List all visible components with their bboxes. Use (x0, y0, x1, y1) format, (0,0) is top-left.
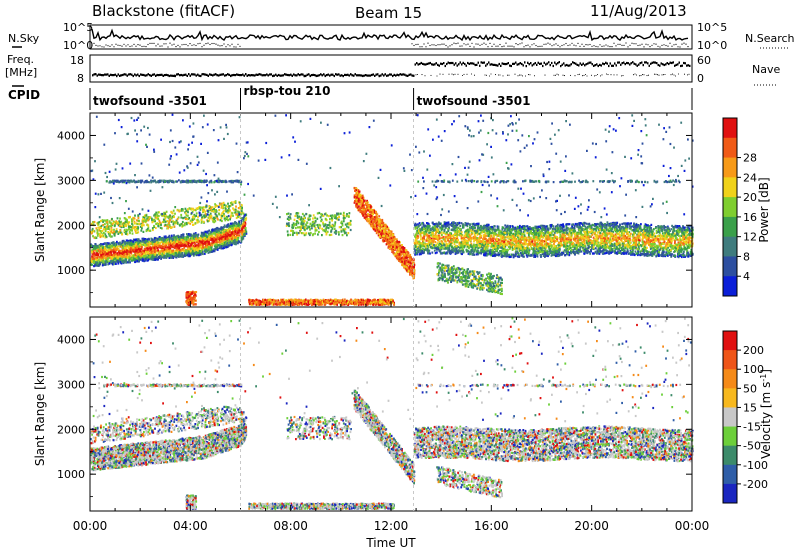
noise-sky-trace (92, 29, 688, 40)
y-tick-label: 3000 (57, 378, 85, 391)
y-tick-label: 1000 (57, 264, 85, 277)
colorbar-swatch (723, 388, 737, 408)
cpid-row: twofsound -3501 rbsp-tou 210 twofsound -35… (90, 84, 692, 110)
colorbar-tick-label: 15 (743, 401, 757, 414)
freq-label-line1: Freq. (7, 53, 34, 66)
colorbar-swatch (723, 350, 737, 370)
x-tick-label: 00:00 (675, 519, 710, 533)
colorbar-tick-label: 50 (743, 382, 757, 395)
colorbar-swatch (723, 118, 737, 138)
colorbar-swatch (723, 138, 737, 158)
colorbar-swatch (723, 427, 737, 447)
time-axis-labels: 00:00 04:00 08:00 12:00 16:00 20:00 00:00 (73, 519, 710, 533)
colorbar-tick-label: -100 (743, 459, 768, 472)
colorbar-swatch (723, 217, 737, 237)
colorbar-swatch (723, 158, 737, 178)
nave-label: Nave (752, 63, 780, 76)
velocity-scatter (90, 317, 694, 510)
power-panel: 1000 2000 3000 4000 (57, 113, 694, 307)
freq-tick-top: 18 (70, 54, 84, 67)
y-tick-label: 4000 (57, 129, 85, 142)
power-colorbar-label: Power [dB] (757, 177, 771, 242)
colorbar-tick-label: 28 (743, 152, 757, 165)
y-tick-label: 3000 (57, 174, 85, 187)
nsky-line (92, 29, 688, 40)
x-tick-label: 04:00 (173, 519, 208, 533)
colorbar-swatch (723, 484, 737, 504)
noise-tick-top-left: 10^5 (63, 21, 93, 34)
radar-summary-plot: Blackstone (fitACF) Beam 15 11/Aug/2013 … (0, 0, 800, 554)
nave-tick-bottom: 0 (697, 72, 704, 85)
beam-label: Beam 15 (355, 4, 422, 22)
velocity-colorbar-label-text: Velocity [ (759, 403, 773, 459)
noise-panel (90, 25, 692, 49)
cpid-segment-label: rbsp-tou 210 (244, 84, 331, 98)
colorbar-tick-label: 20 (743, 191, 757, 204)
freq-tick-bottom: 8 (77, 72, 84, 85)
colorbar-swatch (723, 197, 737, 217)
power-ylabel: Slant Range [km] (33, 158, 47, 262)
colorbar-tick-label: 8 (743, 250, 750, 263)
colorbar-tick-label: 16 (743, 211, 757, 224)
date-label: 11/Aug/2013 (590, 2, 687, 20)
colorbar-tick-label: 24 (743, 171, 757, 184)
noise-tick-top-right: 10^5 (697, 21, 727, 34)
velocity-colorbar-label: Velocity [m s-1] (759, 369, 773, 459)
colorbar-swatch (723, 331, 737, 351)
y-tick-label: 4000 (57, 333, 85, 346)
colorbar-tick-label: -200 (743, 478, 768, 491)
colorbar-tick-label: 200 (743, 344, 764, 357)
colorbar-swatch (723, 237, 737, 257)
x-tick-label: 16:00 (474, 519, 509, 533)
colorbar-swatch (723, 446, 737, 466)
y-tick-label: 2000 (57, 219, 85, 232)
colorbar-tick-label: 12 (743, 231, 757, 244)
freq-label-line2: [MHz] (5, 66, 37, 79)
noise-search-trace (91, 42, 688, 47)
colorbar-swatch (723, 256, 737, 276)
noise-tick-bottom-right: 10^0 (697, 39, 727, 52)
colorbar-swatch (723, 407, 737, 427)
power-colorbar: 4 8 12 16 20 24 28 (723, 118, 757, 297)
velocity-ylabel: Slant Range [km] (33, 362, 47, 466)
colorbar-swatch (723, 369, 737, 389)
nave-tick-top: 60 (697, 54, 711, 67)
y-tick-label: 2000 (57, 423, 85, 436)
cpid-segment-label: twofsound -3501 (417, 94, 531, 108)
velocity-panel: 1000 2000 3000 4000 (57, 317, 694, 511)
nsearch-label: N.Search (745, 32, 795, 45)
velocity-colorbar-exp: -1 (759, 374, 768, 382)
radar-title: Blackstone (fitACF) (92, 2, 235, 20)
colorbar-swatch (723, 177, 737, 197)
power-scatter (90, 114, 694, 306)
x-tick-label: 20:00 (574, 519, 609, 533)
colorbar-swatch (723, 276, 737, 296)
x-tick-label: 12:00 (374, 519, 409, 533)
velocity-colorbar-unit: m s (759, 382, 773, 404)
colorbar-swatch (723, 465, 737, 485)
nsky-label: N.Sky (8, 32, 40, 45)
noise-tick-bottom-left: 10^0 (63, 39, 93, 52)
cpid-label: CPID (8, 88, 40, 102)
y-tick-label: 1000 (57, 468, 85, 481)
colorbar-tick-label: 4 (743, 270, 750, 283)
freq-panel (90, 55, 692, 82)
time-axis-title: Time UT (365, 536, 416, 550)
x-tick-label: 00:00 (73, 519, 108, 533)
cpid-segment-label: twofsound -3501 (93, 94, 207, 108)
x-tick-label: 08:00 (273, 519, 308, 533)
velocity-colorbar-close: ] (759, 369, 773, 374)
